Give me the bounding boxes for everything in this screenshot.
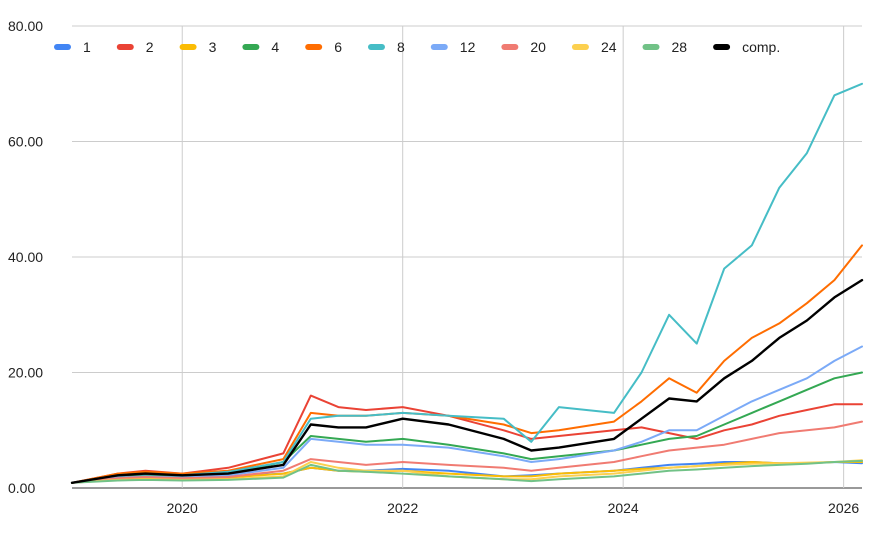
- legend-label-4: 4: [271, 39, 279, 55]
- series-line-2: [71, 394, 863, 484]
- x-tick-label: 2026: [828, 500, 859, 516]
- legend-swatch-comp: [713, 44, 731, 50]
- legend-label-2: 2: [146, 39, 154, 55]
- grid: [72, 25, 862, 489]
- y-axis-labels: 0.00 20.00 40.00 60.00 80.00: [8, 18, 43, 496]
- y-tick-label: 60.00: [8, 134, 43, 150]
- legend-swatch-6: [305, 44, 323, 50]
- legend-swatch-20: [501, 44, 519, 50]
- legend-swatch-8: [367, 44, 385, 50]
- legend-swatch-2: [116, 44, 134, 50]
- series-line-6: [71, 244, 863, 484]
- legend-label-28: 28: [672, 39, 688, 55]
- x-tick-label: 2024: [608, 500, 639, 516]
- series-line-20: [71, 420, 863, 484]
- legend-swatch-3: [179, 44, 197, 50]
- legend-label-comp: comp.: [742, 39, 780, 55]
- series-line-comp: [70, 278, 864, 484]
- y-tick-label: 20.00: [8, 365, 43, 381]
- y-tick-label: 0.00: [8, 480, 35, 496]
- legend-label-24: 24: [601, 39, 617, 55]
- legend-label-1: 1: [83, 39, 91, 55]
- legend: 1 2 3 4 6 8 12 20 24 28 comp.: [54, 39, 780, 55]
- series-line-28: [71, 459, 863, 484]
- series-line-8: [71, 82, 863, 484]
- series-lines: [70, 82, 864, 484]
- y-tick-label: 80.00: [8, 18, 43, 34]
- legend-label-3: 3: [209, 39, 217, 55]
- x-tick-label: 2022: [387, 500, 418, 516]
- y-tick-label: 40.00: [8, 249, 43, 265]
- legend-label-8: 8: [397, 39, 405, 55]
- legend-swatch-4: [242, 44, 260, 50]
- legend-swatch-12: [430, 44, 448, 50]
- legend-swatch-1: [54, 44, 71, 50]
- legend-label-12: 12: [460, 39, 476, 55]
- legend-swatch-24: [571, 44, 589, 50]
- series-line-12: [71, 345, 863, 484]
- legend-label-20: 20: [530, 39, 546, 55]
- x-tick-label: 2020: [167, 500, 198, 516]
- legend-label-6: 6: [334, 39, 342, 55]
- legend-swatch-28: [642, 44, 660, 50]
- x-axis-labels: 2020 2022 2024 2026: [167, 500, 860, 516]
